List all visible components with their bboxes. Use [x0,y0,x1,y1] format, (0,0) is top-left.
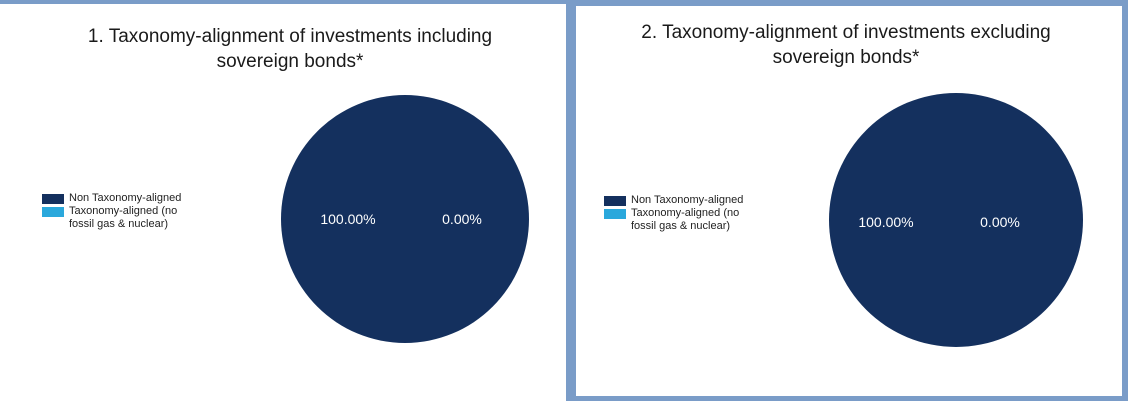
slice-label-aligned: 0.00% [442,211,482,227]
legend-label: Non Taxonomy-aligned [69,192,182,204]
slice-label-non-aligned: 100.00% [320,211,375,227]
legend-item-non-aligned: Non Taxonomy-aligned [42,192,189,205]
chart-title-line-2: sovereign bonds* [772,47,920,68]
slice-label-aligned: 0.00% [980,214,1020,230]
chart-title-line-1: 2. Taxonomy-alignment of investments exc… [641,22,1051,43]
legend-label: Taxonomy-aligned (no fossil gas & nuclea… [69,205,178,230]
chart-title: 1. Taxonomy-alignment of investments inc… [30,24,550,74]
legend-item-aligned: Taxonomy-aligned (no fossil gas & nuclea… [42,205,189,231]
chart-title-line-1: 1. Taxonomy-alignment of investments inc… [87,26,493,47]
legend-swatch-non-aligned [42,194,64,204]
slice-label-non-aligned: 100.00% [858,214,913,230]
legend-item-aligned: Taxonomy-aligned (no fossil gas & nuclea… [604,207,751,233]
legend-swatch-aligned [604,209,626,219]
chart-panel-excluding-sovereign-bonds: 2. Taxonomy-alignment of investments exc… [576,6,1122,396]
legend-label: Non Taxonomy-aligned [631,194,744,206]
pie-chart: 100.00% 0.00% [829,93,1083,347]
legend-swatch-non-aligned [604,196,626,206]
chart-title-line-2: sovereign bonds* [216,51,364,72]
pie-slice-non-aligned [829,93,1083,347]
chart-legend: Non Taxonomy-aligned Taxonomy-aligned (n… [42,192,189,231]
legend-label: Taxonomy-aligned (no fossil gas & nuclea… [631,207,740,232]
pie-slice-non-aligned [281,95,529,343]
chart-panel-including-sovereign-bonds: 1. Taxonomy-alignment of investments inc… [0,4,566,401]
legend-swatch-aligned [42,207,64,217]
legend-item-non-aligned: Non Taxonomy-aligned [604,194,751,207]
chart-legend: Non Taxonomy-aligned Taxonomy-aligned (n… [604,194,751,233]
chart-title: 2. Taxonomy-alignment of investments exc… [596,20,1096,70]
pie-chart: 100.00% 0.00% [281,95,529,343]
